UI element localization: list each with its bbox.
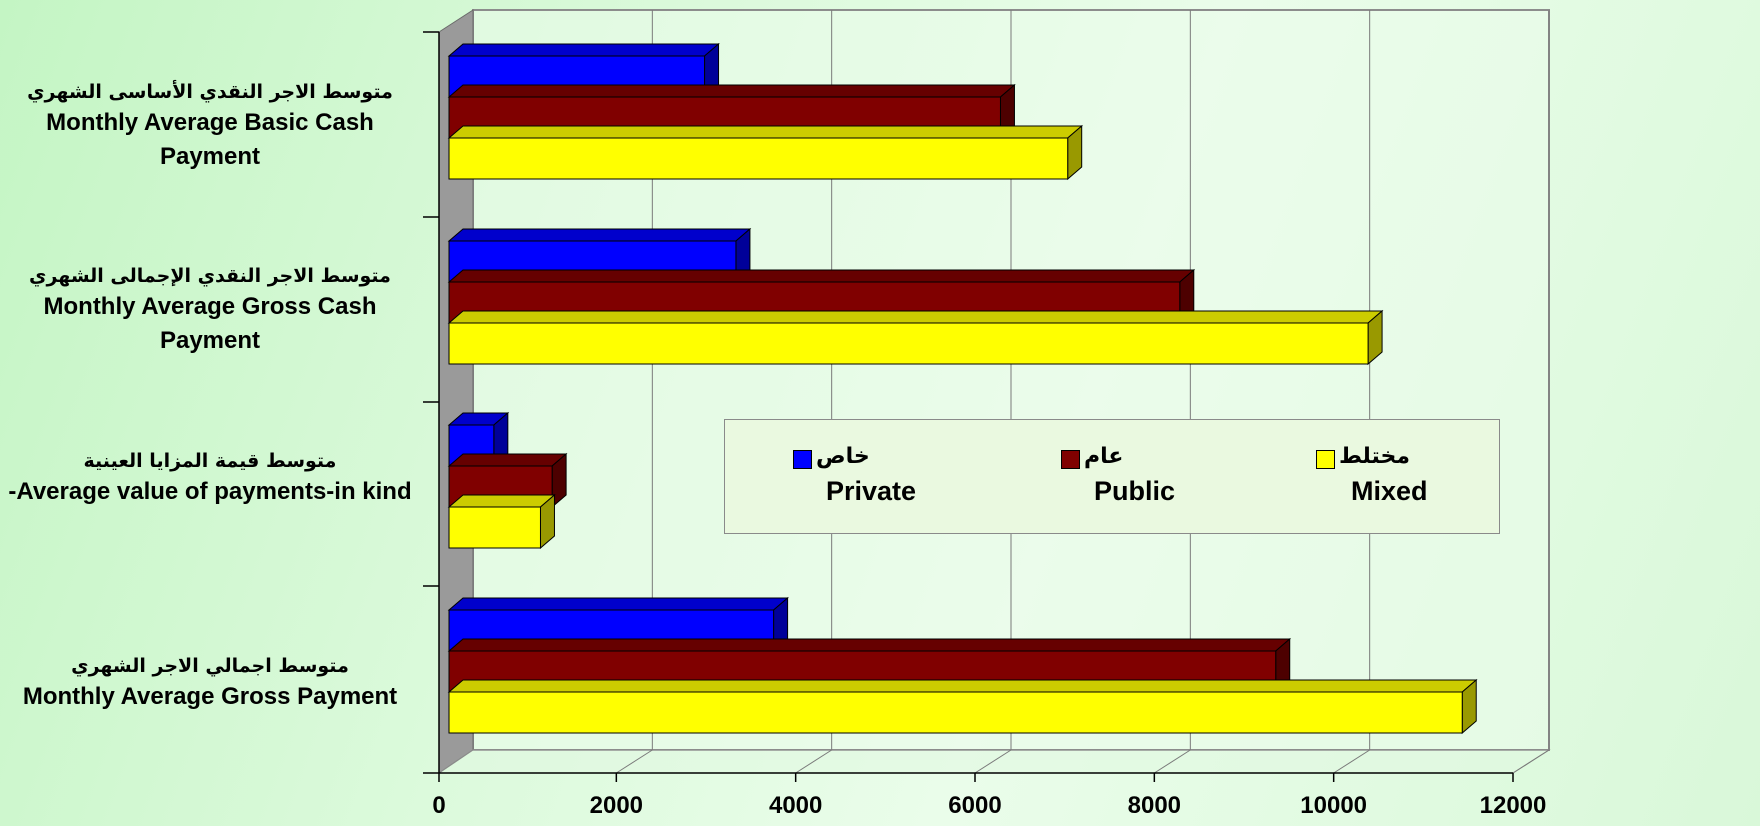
category-label-ar: متوسط اجمالي الاجر الشهري bbox=[0, 652, 420, 680]
bar-top-face bbox=[449, 639, 1290, 651]
category-label-en: Monthly Average Gross Payment bbox=[0, 680, 420, 714]
bar-top-face bbox=[449, 229, 750, 241]
category-label-en: -Average value of payments-in kind bbox=[0, 475, 420, 509]
legend-label-ar: خاص bbox=[816, 444, 870, 469]
legend-label-en: Mixed bbox=[1351, 476, 1428, 507]
chart-floor-plane bbox=[439, 750, 1549, 773]
bar-mixed bbox=[449, 126, 1082, 179]
bar-top-face bbox=[449, 454, 566, 466]
x-tick-label: 10000 bbox=[1300, 792, 1367, 819]
bar-front-face bbox=[449, 507, 540, 548]
category-label: متوسط اجمالي الاجر الشهري Monthly Average… bbox=[0, 652, 420, 714]
bar-mixed bbox=[449, 680, 1476, 733]
legend-swatch-public bbox=[1061, 450, 1080, 469]
category-label-ar: متوسط الاجر النقدي الإجمالى الشهري bbox=[0, 262, 420, 290]
chart-floor bbox=[439, 750, 1549, 773]
chart-legend: خاص Private عام Public مختلط Mixed bbox=[724, 419, 1500, 534]
category-label: متوسط الاجر النقدي الأساسى الشهري Monthly… bbox=[0, 78, 420, 174]
bar-top-face bbox=[449, 44, 719, 56]
category-label: متوسط الاجر النقدي الإجمالى الشهري Monthl… bbox=[0, 262, 420, 358]
category-label-en: Monthly Average Gross Cash Payment bbox=[0, 290, 420, 358]
x-axis-tick-labels: 0 2000 4000 6000 8000 10000 12000 bbox=[432, 792, 1546, 819]
x-tick-label: 12000 bbox=[1480, 792, 1547, 819]
bar-mixed bbox=[449, 495, 554, 548]
bar-front-face bbox=[449, 323, 1368, 364]
bar-front-face bbox=[449, 138, 1068, 179]
category-label-ar: متوسط الاجر النقدي الأساسى الشهري bbox=[0, 78, 420, 106]
legend-label-en: Public bbox=[1094, 476, 1175, 507]
x-tick-label: 4000 bbox=[769, 792, 822, 819]
legend-label-en: Private bbox=[826, 476, 916, 507]
legend-label-ar: عام bbox=[1084, 444, 1123, 469]
bar-top-face bbox=[449, 126, 1082, 138]
category-label-ar: متوسط قيمة المزايا العينية bbox=[0, 447, 420, 475]
bar-front-face bbox=[449, 692, 1462, 733]
x-tick-label: 0 bbox=[432, 792, 445, 819]
bar-top-face bbox=[449, 680, 1476, 692]
bar-top-face bbox=[449, 270, 1194, 282]
bar-top-face bbox=[449, 495, 554, 507]
category-label: متوسط قيمة المزايا العينية -Average value… bbox=[0, 447, 420, 509]
bar-mixed bbox=[449, 311, 1382, 364]
bar-top-face bbox=[449, 598, 788, 610]
legend-swatch-private bbox=[793, 450, 812, 469]
category-label-en: Monthly Average Basic Cash Payment bbox=[0, 106, 420, 174]
x-tick-label: 6000 bbox=[948, 792, 1001, 819]
x-tick-label: 2000 bbox=[590, 792, 643, 819]
legend-swatch-mixed bbox=[1316, 450, 1335, 469]
bar-top-face bbox=[449, 311, 1382, 323]
x-tick-label: 8000 bbox=[1128, 792, 1181, 819]
bar-top-face bbox=[449, 85, 1014, 97]
legend-label-ar: مختلط bbox=[1339, 444, 1410, 469]
